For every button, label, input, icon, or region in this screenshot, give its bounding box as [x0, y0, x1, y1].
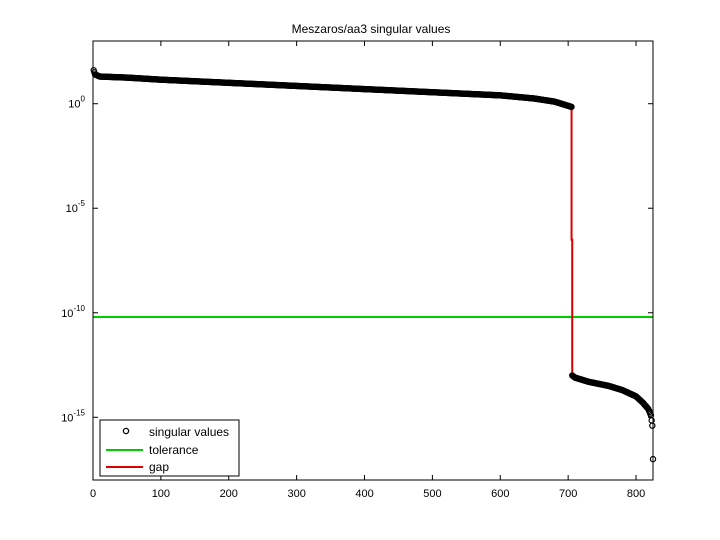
y-tick-label: 10-10 — [61, 304, 85, 320]
x-tick-label: 800 — [627, 488, 645, 500]
x-tick-label: 100 — [152, 488, 170, 500]
x-tick-label: 400 — [355, 488, 373, 500]
legend-label-gap: gap — [149, 460, 169, 474]
singular-value-point — [649, 422, 656, 429]
x-tick-label: 200 — [220, 488, 238, 500]
legend: singular values tolerance gap — [99, 419, 240, 477]
legend-label-tolerance: tolerance — [149, 443, 199, 457]
x-tick-label: 0 — [90, 488, 96, 500]
legend-label-singular-values: singular values — [149, 425, 229, 439]
plot-data — [90, 67, 657, 463]
y-tick-label: 10-15 — [61, 408, 85, 424]
x-tick-label: 300 — [287, 488, 305, 500]
legend-marker-singular-values — [122, 427, 130, 435]
x-tick-label: 700 — [559, 488, 577, 500]
gap-line — [570, 106, 574, 376]
x-tick-label: 500 — [423, 488, 441, 500]
y-tick-label: 10-5 — [66, 199, 86, 215]
x-tick-label: 600 — [491, 488, 509, 500]
axis-ticks: 0 100 200 300 400 500 600 700 800 100 10-5 10-10 10-… — [61, 41, 653, 500]
chart-title: Meszaros/aa3 singular values — [292, 22, 451, 36]
singular-value-point — [568, 103, 575, 111]
plot-frame — [92, 40, 654, 481]
y-tick-label: 100 — [68, 95, 85, 111]
